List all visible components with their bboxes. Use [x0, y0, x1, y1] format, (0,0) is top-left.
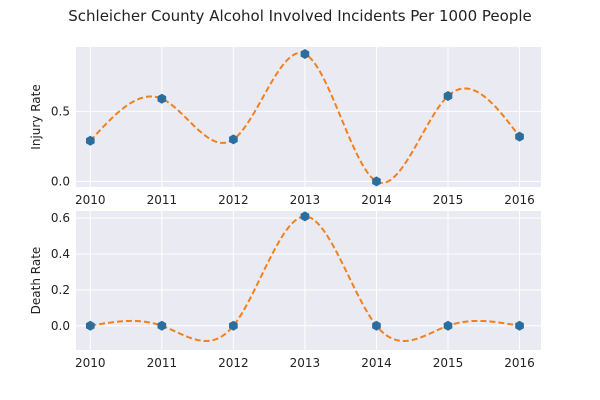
plot-background [76, 211, 541, 350]
data-point-2014 [372, 320, 381, 331]
data-point-2013 [300, 49, 310, 59]
data-point-2014 [372, 176, 381, 187]
y-tick-label: 0.0 [51, 174, 70, 188]
x-tick-label: 2015 [433, 193, 464, 207]
subplot-1: 2010 2011 2012 2013 2014 2015 2016 0.0 0.5 Injury… [29, 47, 541, 207]
y-axis-label: Death Rate [29, 247, 43, 315]
data-point-2016 [515, 320, 524, 331]
subplot-2: 2010 2011 2012 2013 2014 2015 2016 0.0 0.2 0.4 0.6… [29, 211, 541, 370]
data-point-2012 [229, 134, 238, 145]
x-tick-label: 2016 [504, 193, 535, 207]
y-tick-label: 0.2 [51, 283, 70, 297]
x-tick-label: 2010 [75, 356, 106, 370]
data-point-2015 [443, 320, 453, 331]
x-tick-label: 2013 [290, 193, 321, 207]
data-point-2010 [85, 320, 95, 331]
x-tick-label: 2012 [218, 356, 249, 370]
y-tick-label: 0.5 [51, 104, 70, 118]
x-tick-label: 2013 [290, 356, 321, 370]
x-tick-label: 2011 [147, 356, 178, 370]
y-tick-label: 0.0 [51, 319, 70, 333]
data-point-2015 [443, 91, 453, 101]
x-tick-label: 2014 [361, 193, 392, 207]
data-point-2011 [157, 320, 167, 331]
data-point-2016 [515, 131, 524, 142]
y-tick-label: 0.6 [51, 211, 70, 225]
x-tick-label: 2015 [433, 356, 464, 370]
y-axis-label: Injury Rate [29, 84, 43, 149]
data-point-2011 [157, 93, 167, 104]
x-tick-label: 2012 [218, 193, 249, 207]
y-tick-label: 0.4 [51, 247, 70, 261]
x-tick-label: 2010 [75, 193, 106, 207]
data-point-2013 [300, 211, 310, 222]
chart-title: Schleicher County Alcohol Involved Incid… [68, 7, 531, 25]
x-tick-label: 2014 [361, 356, 392, 370]
x-tick-label: 2011 [147, 193, 178, 207]
data-point-2010 [85, 135, 95, 146]
x-tick-label: 2016 [504, 356, 535, 370]
data-point-2012 [229, 320, 238, 331]
plot-background [76, 47, 541, 187]
